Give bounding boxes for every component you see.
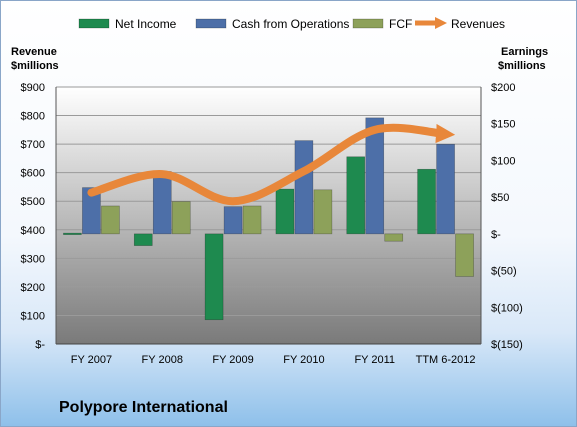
bar-cash-from-operations bbox=[436, 143, 455, 235]
bar-fcf bbox=[455, 233, 474, 277]
left-tick-label: $- bbox=[35, 339, 45, 351]
bar-fcf bbox=[171, 201, 191, 235]
left-tick-label: $200 bbox=[21, 282, 45, 294]
revenue-series bbox=[87, 123, 456, 206]
left-tick-label: $600 bbox=[21, 168, 45, 180]
bar-net-income bbox=[417, 168, 436, 235]
bar-fcf bbox=[242, 205, 262, 235]
right-axis-title-line2: $millions bbox=[498, 60, 546, 72]
right-tick-label: $50 bbox=[491, 192, 509, 204]
right-tick-label: $100 bbox=[491, 155, 515, 167]
right-tick-label: $(50) bbox=[491, 266, 517, 278]
legend-label: Cash from Operations bbox=[232, 17, 349, 31]
bar-cash-from-operations bbox=[365, 117, 385, 235]
bar-cash-from-operations bbox=[82, 187, 101, 235]
left-axis-title-line2: $millions bbox=[11, 60, 59, 72]
bar-cash-from-operations bbox=[223, 206, 243, 235]
x-axis-ticks: FY 2007 FY 2008 FY 2009 FY 2010 FY 2011 TTM 6… bbox=[71, 354, 476, 366]
legend-swatch bbox=[195, 18, 227, 29]
bar-net-income bbox=[63, 232, 82, 235]
gridlines bbox=[55, 86, 482, 345]
x-tick-label: FY 2011 bbox=[354, 354, 395, 366]
left-tick-label: $300 bbox=[21, 253, 45, 265]
right-tick-label: $(150) bbox=[491, 339, 523, 351]
bars bbox=[63, 117, 474, 321]
left-axis-ticks: $- $100 $200 $300 $400 $500 $600 $700 $800 $900 bbox=[21, 82, 46, 351]
legend-swatch bbox=[352, 18, 384, 29]
legend-label: FCF bbox=[389, 17, 412, 31]
bar-fcf bbox=[384, 233, 404, 242]
legend: Net Income Cash from Operations FCF Revenue… bbox=[78, 16, 505, 31]
bar-net-income bbox=[346, 156, 366, 235]
x-tick-label: FY 2007 bbox=[71, 354, 112, 366]
left-tick-label: $500 bbox=[21, 196, 45, 208]
legend-label: Net Income bbox=[115, 17, 177, 31]
x-tick-label: FY 2009 bbox=[212, 354, 253, 366]
right-tick-label: $150 bbox=[491, 119, 515, 131]
bar-cash-from-operations bbox=[294, 140, 314, 235]
right-tick-label: $- bbox=[491, 229, 501, 241]
right-tick-label: $(100) bbox=[491, 302, 523, 314]
bar-fcf bbox=[313, 189, 333, 235]
bar-net-income bbox=[275, 188, 295, 235]
left-tick-label: $900 bbox=[21, 82, 45, 94]
left-tick-label: $800 bbox=[21, 111, 45, 123]
axis-titles: Revenue $millions Earnings $millions bbox=[11, 46, 548, 72]
left-tick-label: $100 bbox=[21, 310, 45, 322]
bar-net-income bbox=[133, 233, 153, 246]
left-axis-title-line1: Revenue bbox=[11, 46, 57, 58]
legend-swatch bbox=[78, 18, 110, 29]
left-tick-label: $700 bbox=[21, 139, 45, 151]
bar-net-income bbox=[204, 233, 224, 321]
x-tick-label: TTM 6-2012 bbox=[416, 354, 476, 366]
left-tick-label: $400 bbox=[21, 225, 45, 237]
legend-label: Revenues bbox=[451, 17, 505, 31]
bar-cash-from-operations bbox=[152, 171, 172, 235]
right-axis-ticks: $(150) $(100) $(50) $- $50 $100 $150 $200 bbox=[491, 82, 523, 351]
x-tick-label: FY 2010 bbox=[283, 354, 324, 366]
revenue-line bbox=[87, 123, 456, 206]
plot-area bbox=[56, 87, 481, 344]
x-tick-label: FY 2008 bbox=[142, 354, 183, 366]
bar-fcf bbox=[101, 205, 120, 235]
chart-title: Polypore International bbox=[59, 399, 228, 416]
right-tick-label: $200 bbox=[491, 82, 515, 94]
right-axis-title-line1: Earnings bbox=[501, 46, 548, 58]
